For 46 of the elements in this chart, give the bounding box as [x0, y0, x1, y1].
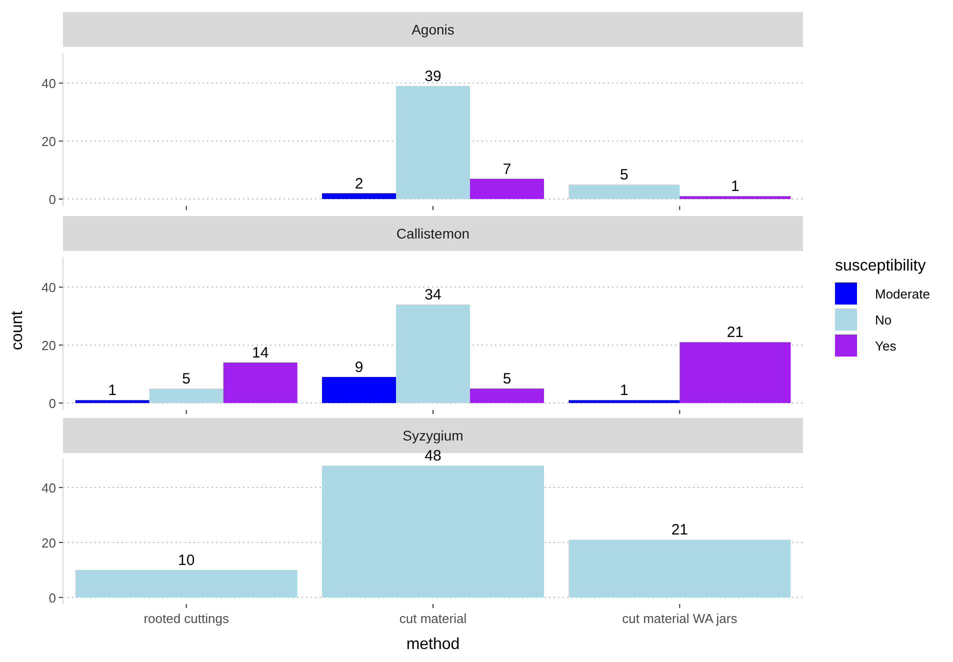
- data-label: 21: [726, 324, 744, 342]
- data-label: 10: [178, 552, 195, 569]
- bar: [223, 362, 298, 404]
- data-label: 34: [424, 286, 442, 304]
- y-tick-label: 0: [48, 396, 56, 412]
- data-label: 39: [424, 68, 442, 86]
- y-tick-label: 20: [42, 535, 56, 550]
- bar: [149, 388, 224, 404]
- data-label: 2: [354, 175, 364, 192]
- legend-label: No: [875, 312, 892, 328]
- y-tick-label: 0: [48, 590, 56, 606]
- data-label: 1: [620, 382, 628, 400]
- y-tick-label: 40: [42, 76, 56, 92]
- data-label: 21: [671, 522, 688, 539]
- chart-title: Agonis: [412, 22, 454, 38]
- data-label: 1: [108, 382, 117, 400]
- x-tick-label: rooted cuttings: [144, 611, 230, 626]
- bar: [75, 400, 150, 404]
- y-tick-label: 20: [42, 338, 56, 354]
- bar: [470, 388, 544, 404]
- data-label: 9: [354, 358, 364, 376]
- x-tick-label: cut material WA jars: [622, 611, 738, 626]
- y-tick-label: 0: [48, 192, 56, 208]
- data-label: 48: [424, 448, 442, 465]
- bar: [322, 376, 396, 404]
- x-tick-label: cut material: [399, 611, 467, 626]
- data-label: 5: [182, 370, 191, 388]
- y-tick-label: 20: [42, 134, 56, 150]
- data-label: 5: [502, 370, 512, 388]
- chart-title: Syzygium: [402, 428, 464, 444]
- legend-label: Yes: [875, 338, 897, 354]
- data-label: 5: [620, 166, 628, 184]
- x-axis-title: method: [406, 636, 460, 653]
- legend-label: Moderate: [875, 286, 930, 302]
- bar: [75, 570, 298, 598]
- data-label: 7: [502, 160, 512, 178]
- data-label: 14: [252, 344, 269, 362]
- bar: [322, 466, 544, 598]
- data-label: 1: [730, 178, 740, 196]
- y-axis-title: count: [9, 310, 26, 350]
- bar: [396, 304, 470, 404]
- y-tick-label: 40: [42, 280, 56, 296]
- chart-title: Callistemon: [396, 226, 470, 242]
- bar: [568, 540, 791, 598]
- legend-title: susceptibility: [835, 258, 926, 274]
- y-tick-label: 40: [42, 480, 56, 496]
